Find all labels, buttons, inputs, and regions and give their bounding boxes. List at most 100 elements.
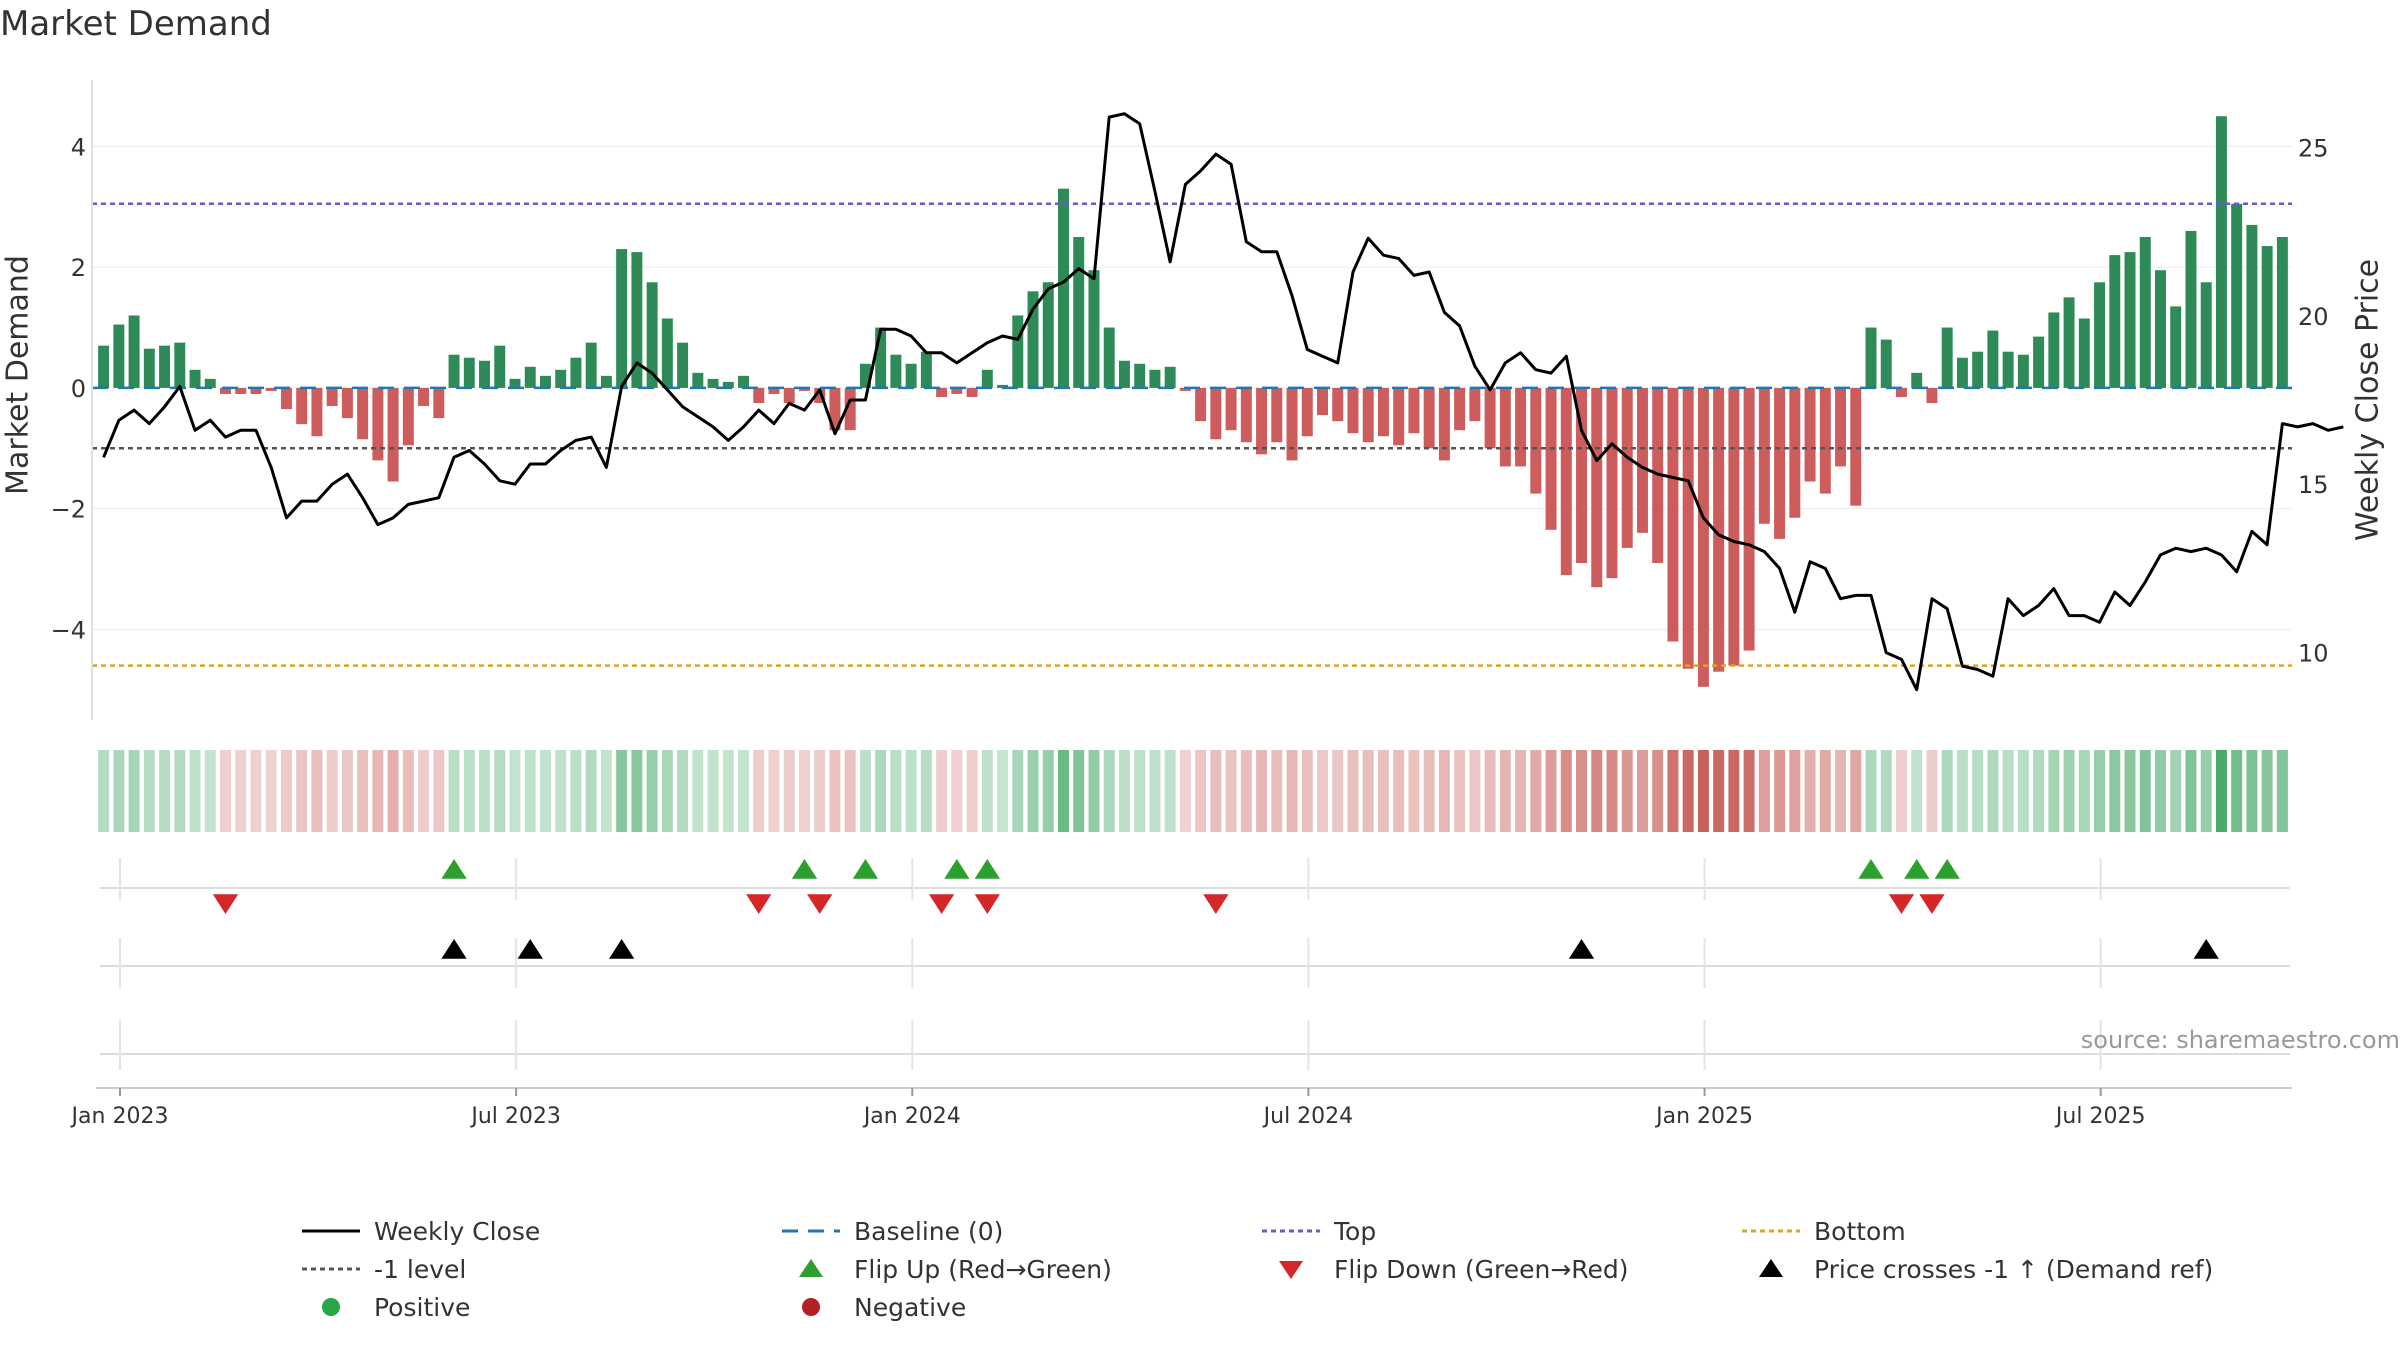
heat-cell (1286, 750, 1298, 832)
demand-bar (707, 378, 719, 388)
demand-bar (2139, 236, 2151, 388)
y-right-tick-label: 10 (2298, 640, 2329, 668)
heat-cell (1758, 750, 1770, 832)
heat-cell (1865, 750, 1877, 832)
demand-bar (2276, 236, 2288, 388)
price-line-layer (102, 112, 2344, 692)
demand-bar (1621, 387, 1633, 548)
heat-cell (2261, 750, 2273, 832)
demand-bar (1789, 387, 1801, 518)
heat-cell (2139, 750, 2151, 832)
heat-cell (1972, 750, 1984, 832)
demand-bar (1774, 387, 1786, 539)
flip-up-marker (852, 859, 879, 879)
demand-bar (509, 378, 521, 388)
heat-cell (98, 750, 110, 832)
heat-cell (1195, 750, 1207, 832)
heat-cell (1499, 750, 1511, 832)
demand-bar (1895, 387, 1907, 397)
heat-cell (204, 750, 216, 832)
heat-cell (524, 750, 536, 832)
heat-cell (1987, 750, 1999, 832)
flip-up-marker (1934, 859, 1960, 879)
demand-bar (2063, 297, 2075, 388)
heat-cell (1347, 750, 1359, 832)
y-tick-label: 4 (71, 133, 86, 161)
demand-bar (1697, 387, 1709, 687)
demand-bar (463, 357, 475, 388)
demand-bar (326, 387, 338, 407)
heat-cell (1774, 750, 1786, 832)
demand-bar (341, 387, 353, 419)
heat-cell (1835, 750, 1847, 832)
heat-cell (905, 750, 917, 832)
demand-bar (174, 342, 186, 388)
demand-bar (1484, 387, 1496, 449)
legend-symbol-dash (782, 1229, 840, 1233)
heat-cell (1926, 750, 1938, 832)
heat-cell (128, 750, 140, 832)
y-tick-label: 2 (71, 254, 86, 282)
heat-cell (722, 750, 734, 832)
heat-cell (616, 750, 628, 832)
legend-symbol-dot (1742, 1229, 1800, 1233)
demand-bar (1042, 282, 1054, 388)
heat-cell (1789, 750, 1801, 832)
flip-down-marker (746, 894, 772, 914)
demand-bar (722, 381, 734, 388)
heat-cell (1058, 750, 1069, 832)
demand-bar (1530, 387, 1542, 494)
legend-item-price-cross: Price crosses -1 ↑ (Demand ref) (1740, 1254, 2213, 1284)
legend-symbol-tri-up (1759, 1259, 1783, 1277)
heat-cell (1256, 750, 1268, 832)
demand-bar (1728, 387, 1740, 666)
demand-bar (159, 345, 171, 388)
heat-cell (1545, 750, 1557, 832)
legend-label: Baseline (0) (854, 1216, 1004, 1246)
legend-symbol-dot (1262, 1229, 1320, 1233)
demand-bar (1987, 330, 1999, 388)
demand-bar (1606, 387, 1618, 579)
heat-cell (661, 750, 673, 832)
demand-bar (570, 357, 582, 388)
demand-bar (204, 378, 216, 388)
heat-cell (1591, 750, 1603, 832)
heat-cell (1804, 750, 1816, 832)
heat-cell (418, 750, 430, 832)
x-tick-label: Jul 2023 (469, 1104, 561, 1129)
heat-cell (859, 750, 871, 832)
legend-label: Positive (374, 1292, 471, 1322)
legend-symbol-dot (302, 1267, 360, 1271)
heat-cell (1743, 750, 1755, 832)
heat-cell (1118, 750, 1130, 832)
heat-cell (875, 750, 887, 832)
heat-cell (1301, 750, 1313, 832)
demand-bar (1911, 372, 1923, 388)
demand-bar (494, 345, 506, 388)
demand-bar (1164, 366, 1176, 388)
heat-cell (981, 750, 993, 832)
demand-bar (890, 354, 902, 388)
heat-cell (1164, 750, 1176, 832)
demand-bar (920, 351, 932, 388)
heat-cell (753, 750, 765, 832)
heat-cell (2200, 750, 2212, 832)
grid-layer (92, 145, 2292, 1070)
heat-cell (402, 750, 414, 832)
heat-cell (966, 750, 978, 832)
demand-bar (250, 387, 262, 394)
event-markers (212, 859, 2219, 959)
heat-cell (1880, 750, 1892, 832)
demand-bar (1332, 387, 1344, 422)
heat-cell (1819, 750, 1831, 832)
demand-bar (1118, 360, 1130, 388)
demand-bar (1225, 387, 1237, 431)
heat-cell (159, 750, 171, 832)
demand-bar (844, 387, 856, 431)
demand-bar (1438, 387, 1450, 461)
legend-label: Negative (854, 1292, 967, 1322)
demand-bar (1088, 270, 1100, 388)
heat-cell (600, 750, 612, 832)
heat-cell (798, 750, 810, 832)
heat-cell (2155, 750, 2166, 832)
